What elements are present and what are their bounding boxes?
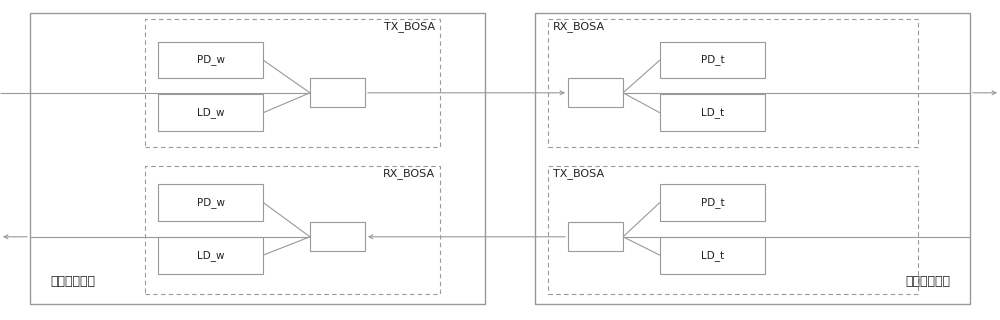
Bar — [158, 184, 263, 221]
Text: LD_w: LD_w — [197, 107, 224, 118]
Bar — [158, 42, 263, 78]
Bar — [145, 166, 440, 294]
Bar — [568, 78, 623, 107]
Text: PD_t: PD_t — [701, 54, 724, 66]
Text: TX_BOSA: TX_BOSA — [384, 21, 435, 32]
Bar — [568, 222, 623, 251]
Bar — [535, 13, 970, 304]
Text: PD_w: PD_w — [196, 197, 224, 208]
Text: 主光模块设备: 主光模块设备 — [50, 275, 95, 288]
Text: LD_t: LD_t — [701, 250, 724, 261]
Bar — [158, 237, 263, 274]
Bar — [145, 19, 440, 147]
Bar — [548, 166, 918, 294]
Text: PD_w: PD_w — [196, 54, 224, 66]
Text: PD_t: PD_t — [701, 197, 724, 208]
Bar — [548, 19, 918, 147]
Text: 从光模块设备: 从光模块设备 — [905, 275, 950, 288]
Bar — [30, 13, 485, 304]
Text: RX_BOSA: RX_BOSA — [383, 168, 435, 179]
Bar — [660, 237, 765, 274]
Bar — [660, 42, 765, 78]
Bar — [660, 94, 765, 131]
Bar — [310, 78, 365, 107]
Text: LD_t: LD_t — [701, 107, 724, 118]
Text: TX_BOSA: TX_BOSA — [553, 168, 604, 179]
Bar — [310, 222, 365, 251]
Text: RX_BOSA: RX_BOSA — [553, 21, 605, 32]
Bar — [660, 184, 765, 221]
Bar — [158, 94, 263, 131]
Text: LD_w: LD_w — [197, 250, 224, 261]
